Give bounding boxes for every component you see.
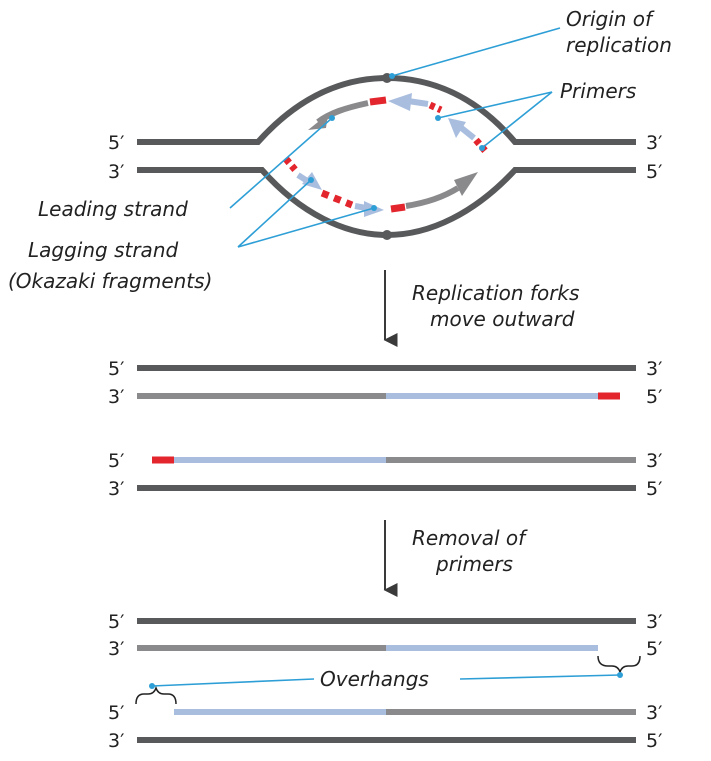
replicated-duplexes: 5′ 3′ 3′ 5′ 5′ 3′ 3′ 5′ [108, 358, 662, 500]
step-arrow-2: Removal of primers [383, 520, 528, 597]
lagging-fragment-top-2-arrowhead [448, 118, 466, 138]
leading-strand-label: Leading strand [38, 197, 188, 221]
removal-of-primers-label-2: primers [435, 552, 513, 576]
primer-top-mid [428, 101, 443, 114]
lagging-fragment-top-arrowhead [388, 93, 412, 111]
replication-bubble: 5′ 3′ 3′ 5′ [108, 73, 662, 240]
leading-callout-dot [329, 115, 335, 121]
leading-strand-bottom-arrowhead [454, 172, 478, 196]
end-label: 3′ [646, 132, 662, 154]
primer-top-right [473, 137, 490, 156]
end-label: 5′ [108, 450, 124, 472]
origin-dot-bottom [382, 230, 392, 240]
lagging-strand-label: Lagging strand [28, 238, 178, 262]
end-label: 5′ [646, 638, 662, 660]
primers-label: Primers [560, 79, 636, 103]
primer-bottom-left [283, 156, 300, 175]
end-label: 5′ [646, 478, 662, 500]
removal-of-primers-label: Removal of [412, 526, 528, 550]
overhangs-callout-line-left [151, 678, 315, 687]
lagging-callout-line-1 [237, 179, 312, 248]
primers-callout-line-1 [437, 91, 553, 119]
end-label: 3′ [646, 702, 662, 724]
end-label: 5′ [108, 132, 124, 154]
end-label: 3′ [108, 386, 124, 408]
primer-top-left [369, 96, 387, 106]
end-label: 3′ [646, 358, 662, 380]
lagging-callout-line-2 [237, 207, 375, 248]
okazaki-fragments-label: (Okazaki fragments) [8, 269, 212, 293]
primers-callout-dot-2 [479, 145, 485, 151]
overhangs-callout-dot-left [149, 683, 155, 689]
end-label: 5′ [646, 386, 662, 408]
origin-callout-dot [389, 73, 395, 79]
origin-of-replication-label: Origin of [566, 7, 655, 31]
lagging-callout-dot-1 [308, 177, 314, 183]
forks-move-label: Replication forks [412, 281, 579, 305]
primers-callout-dot-1 [435, 115, 441, 121]
end-label: 5′ [108, 702, 124, 724]
end-label: 3′ [108, 638, 124, 660]
lagging-fragment-top [407, 98, 429, 107]
end-label: 5′ [646, 161, 662, 183]
parental-strand-bottom [137, 167, 636, 239]
final-duplexes: 5′ 3′ 3′ 5′ 5′ 3′ 3′ 5′ Overhangs [108, 611, 662, 752]
leading-strand-top-arrowhead [308, 114, 328, 130]
end-label: 5′ [108, 358, 124, 380]
step-arrow-1: Replication forks move outward [383, 270, 579, 347]
primer-bottom-right [390, 203, 406, 213]
overhang-brace-right [597, 655, 641, 675]
overhangs-label: Overhangs [320, 667, 429, 691]
leading-strand-bottom [405, 185, 460, 209]
primer-bottom-mid [320, 189, 354, 209]
end-label: 5′ [646, 730, 662, 752]
end-label: 3′ [108, 161, 124, 183]
overhangs-callout-dot-right [617, 672, 623, 678]
top-callouts: Origin of replication Primers Leading st… [8, 7, 672, 293]
end-label: 3′ [646, 450, 662, 472]
overhang-brace-left [135, 685, 177, 705]
overhangs-callout-line-right [459, 674, 621, 680]
origin-callout-line [391, 27, 561, 77]
end-label: 5′ [108, 611, 124, 633]
end-label: 3′ [646, 611, 662, 633]
origin-of-replication-label-2: replication [566, 33, 672, 57]
end-label: 3′ [108, 478, 124, 500]
lagging-callout-dot-2 [371, 205, 377, 211]
primers-callout-line-2 [481, 91, 553, 149]
leading-callout-line [229, 117, 333, 209]
forks-move-label-2: move outward [430, 307, 575, 331]
end-label: 3′ [108, 730, 124, 752]
